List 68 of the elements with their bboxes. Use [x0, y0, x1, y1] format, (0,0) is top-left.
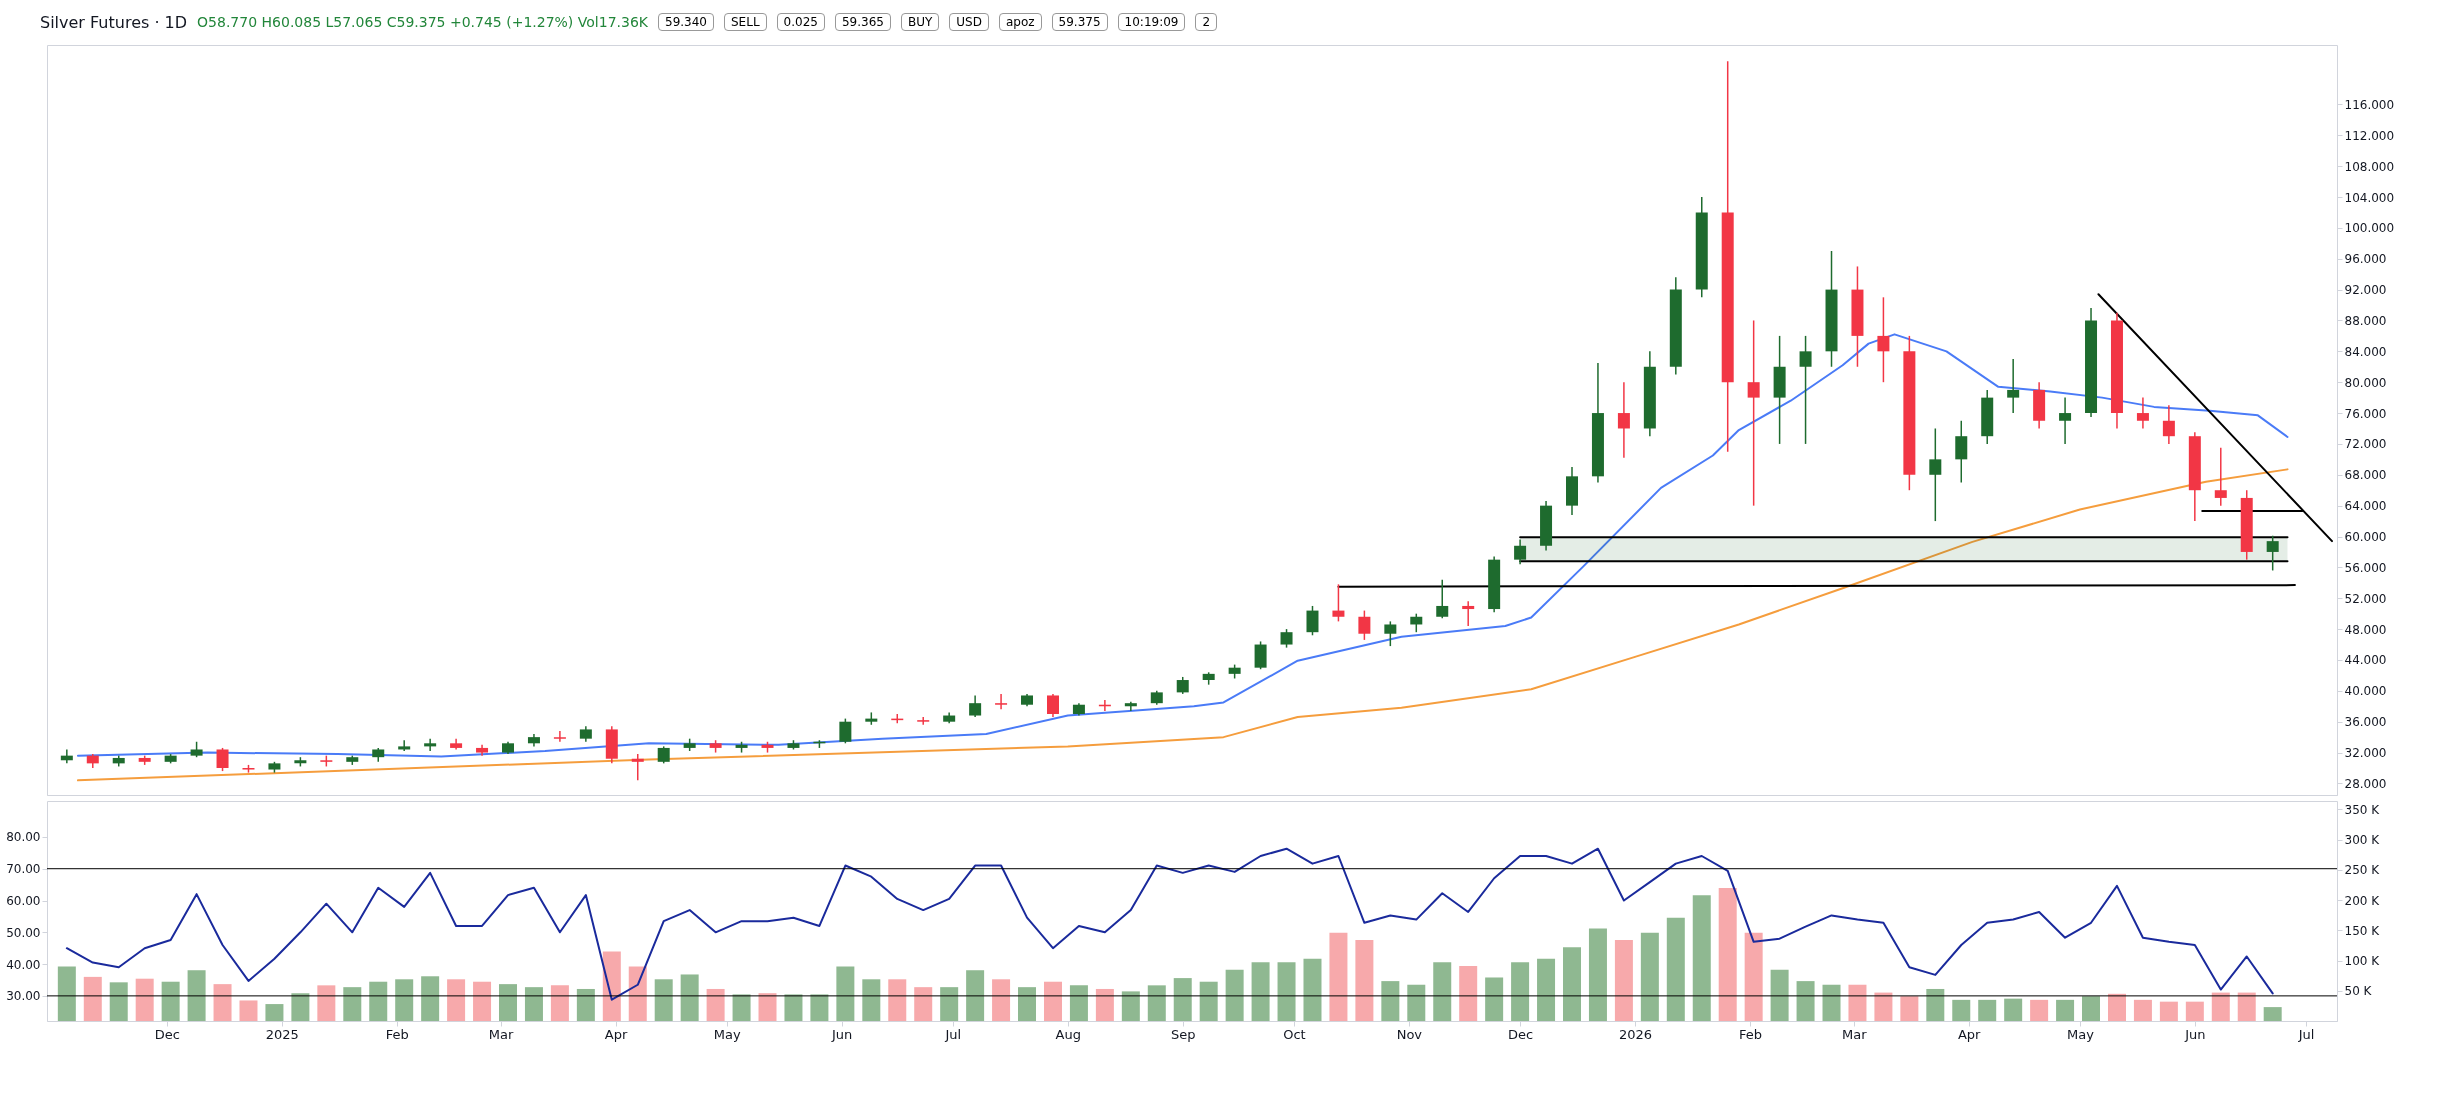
y-tick-label: 92.000: [2344, 283, 2387, 298]
y2-tick-label: 350 K: [2344, 802, 2381, 817]
text: O58.770 H60.085 L57.065 C59.375 +0.745 (+1.27%) Vol17.36K: [197, 14, 648, 30]
x-tick-label: Oct: [1283, 1026, 1306, 1042]
chart-title: Silver Futures · 1D: [40, 12, 188, 32]
text: 59.365: [834, 13, 891, 31]
y-tick-label: 100.000: [2344, 221, 2395, 236]
y-tick-label: 56.000: [2344, 560, 2387, 575]
y2-tick-label: 150 K: [2344, 923, 2381, 938]
text: USD: [949, 13, 989, 31]
x-tick-label: May: [713, 1026, 741, 1042]
x-tick-label: Mar: [1841, 1026, 1868, 1042]
y-tick-label: 96.000: [2344, 252, 2387, 267]
y-tick-label: 60.00: [6, 894, 41, 909]
x-tick-label: Dec: [1508, 1026, 1534, 1042]
text: apoz: [998, 13, 1042, 31]
y2-tick-label: 250 K: [2344, 863, 2381, 878]
x-tick-label: Jul: [2297, 1026, 2315, 1042]
y-tick-label: 80.000: [2344, 375, 2387, 390]
y-tick-label: 108.000: [2344, 159, 2395, 174]
y-tick-label: 70.00: [6, 862, 41, 877]
text: 59.375: [1051, 13, 1108, 31]
y-tick-label: 76.000: [2344, 406, 2387, 421]
y2-tick-label: 100 K: [2344, 954, 2381, 969]
x-tick-label: Feb: [1738, 1026, 1762, 1042]
x-tick-label: 2026: [1618, 1026, 1653, 1042]
x-tick-label: Nov: [1396, 1026, 1423, 1042]
x-tick-label: Apr: [604, 1026, 628, 1042]
y2-tick-label: 50 K: [2344, 984, 2373, 999]
y-tick-label: 112.000: [2344, 128, 2395, 143]
x-tick-label: Mar: [488, 1026, 514, 1042]
y-tick-label: 48.000: [2344, 622, 2387, 637]
text: SELL: [724, 13, 767, 31]
y-tick-label: 44.000: [2344, 653, 2387, 668]
x-tick-label: Jun: [831, 1026, 853, 1042]
y-tick-label: 80.00: [6, 830, 41, 845]
y-tick-label: 84.000: [2344, 344, 2387, 359]
y-tick-label: 64.000: [2344, 499, 2387, 514]
y2-tick-label: 200 K: [2344, 893, 2381, 908]
y-tick-label: 32.000: [2344, 746, 2387, 761]
y-tick-label: 52.000: [2344, 591, 2387, 606]
y-tick-label: 72.000: [2344, 437, 2387, 452]
text: 2: [1195, 13, 1218, 31]
x-tick-label: Dec: [154, 1026, 180, 1042]
x-tick-label: May: [2066, 1026, 2095, 1042]
x-tick-label: Aug: [1055, 1026, 1081, 1042]
y2-tick-label: 300 K: [2344, 833, 2381, 848]
x-tick-label: Jul: [944, 1026, 962, 1042]
y-tick-label: 116.000: [2344, 97, 2395, 112]
x-tick-label: Jun: [2184, 1026, 2206, 1042]
x-tick-label: Apr: [1957, 1026, 1982, 1042]
y-tick-label: 30.00: [6, 989, 41, 1004]
y-tick-label: 88.000: [2344, 313, 2387, 328]
text: BUY: [900, 13, 940, 31]
x-tick-label: Sep: [1170, 1026, 1196, 1042]
y-tick-label: 40.000: [2344, 684, 2387, 699]
x-tick-label: 2025: [265, 1026, 299, 1042]
y-tick-label: 104.000: [2344, 190, 2395, 205]
y-tick-label: 60.000: [2344, 530, 2387, 545]
text: 0.025: [776, 13, 825, 31]
text: 10:19:09: [1117, 13, 1186, 31]
y-tick-label: 40.00: [6, 957, 41, 972]
text: 59.340: [658, 13, 714, 31]
y-tick-label: 36.000: [2344, 715, 2387, 730]
x-tick-label: Feb: [385, 1026, 409, 1042]
y-tick-label: 28.000: [2344, 776, 2387, 791]
y-tick-label: 68.000: [2344, 468, 2387, 483]
y-tick-label: 50.00: [6, 925, 41, 940]
